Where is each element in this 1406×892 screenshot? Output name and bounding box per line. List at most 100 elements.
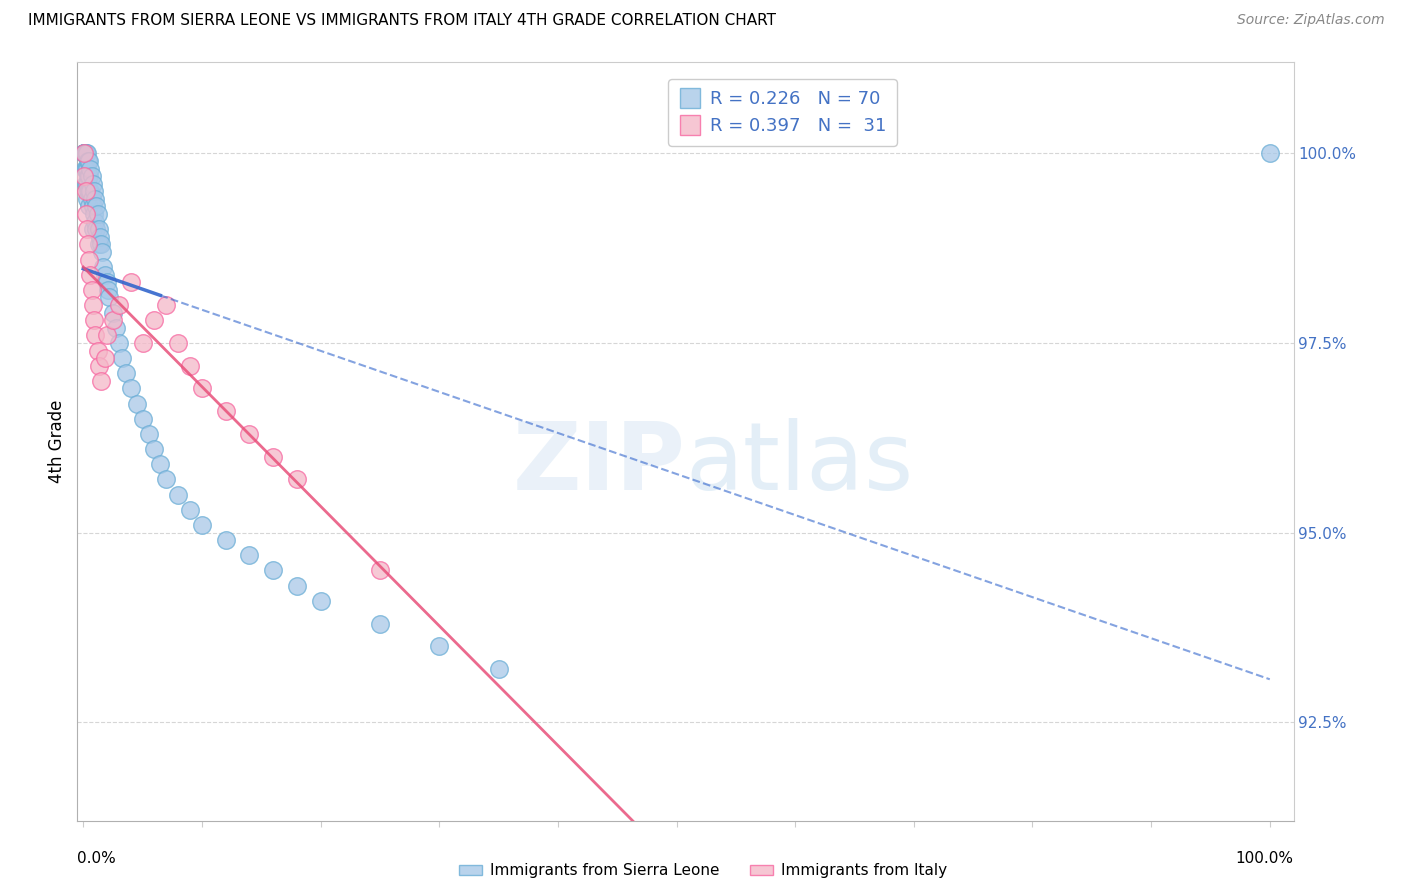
Point xyxy=(73,146,96,161)
Point xyxy=(77,154,100,169)
Point xyxy=(115,367,138,381)
Point xyxy=(75,185,97,199)
Point xyxy=(87,359,110,373)
Point xyxy=(83,207,105,221)
Text: IMMIGRANTS FROM SIERRA LEONE VS IMMIGRANTS FROM ITALY 4TH GRADE CORRELATION CHAR: IMMIGRANTS FROM SIERRA LEONE VS IMMIGRAN… xyxy=(28,13,776,29)
Point xyxy=(73,146,96,161)
Point xyxy=(368,564,391,578)
Point xyxy=(285,473,308,487)
Point xyxy=(77,237,100,252)
Legend: Immigrants from Sierra Leone, Immigrants from Italy: Immigrants from Sierra Leone, Immigrants… xyxy=(453,857,953,884)
Point xyxy=(73,169,96,184)
Point xyxy=(76,222,98,236)
Point xyxy=(427,640,450,654)
Point xyxy=(262,564,284,578)
Point xyxy=(77,252,100,267)
Point xyxy=(90,374,112,388)
Point xyxy=(76,192,98,206)
Point xyxy=(87,222,110,236)
Point xyxy=(138,427,160,442)
Y-axis label: 4th Grade: 4th Grade xyxy=(48,400,66,483)
Point xyxy=(75,177,97,191)
Point xyxy=(76,161,98,176)
Point xyxy=(108,298,131,312)
Point xyxy=(179,503,201,517)
Point xyxy=(191,518,214,533)
Point xyxy=(131,412,153,426)
Point xyxy=(73,146,96,161)
Point xyxy=(84,328,107,343)
Point xyxy=(93,260,115,275)
Point xyxy=(98,291,121,305)
Point xyxy=(79,268,101,282)
Text: ZIP: ZIP xyxy=(513,418,686,510)
Point xyxy=(80,283,103,297)
Point xyxy=(80,192,103,206)
Point xyxy=(488,662,510,676)
Point xyxy=(214,533,236,548)
Point xyxy=(155,473,177,487)
Point xyxy=(83,185,105,199)
Point xyxy=(96,276,118,290)
Point xyxy=(75,161,97,176)
Point xyxy=(285,579,308,593)
Point xyxy=(179,359,201,373)
Legend: R = 0.226   N = 70, R = 0.397   N =  31: R = 0.226 N = 70, R = 0.397 N = 31 xyxy=(668,79,897,145)
Point xyxy=(82,222,104,236)
Point xyxy=(125,397,148,411)
Point xyxy=(96,328,118,343)
Point xyxy=(86,343,108,358)
Point xyxy=(87,237,110,252)
Point xyxy=(155,298,177,312)
Point xyxy=(111,351,134,366)
Point xyxy=(120,276,142,290)
Point xyxy=(73,146,96,161)
Point xyxy=(79,185,101,199)
Text: atlas: atlas xyxy=(686,418,914,510)
Point xyxy=(73,146,96,161)
Point xyxy=(105,321,128,335)
Point xyxy=(82,298,104,312)
Point xyxy=(77,185,100,199)
Point xyxy=(77,185,100,199)
Point xyxy=(86,207,108,221)
Point xyxy=(143,442,166,457)
Point xyxy=(1258,146,1281,161)
Point xyxy=(77,169,100,184)
Point xyxy=(75,146,97,161)
Point xyxy=(214,404,236,418)
Point xyxy=(76,177,98,191)
Point xyxy=(86,222,108,236)
Point xyxy=(76,146,98,161)
Point xyxy=(143,313,166,327)
Point xyxy=(93,268,115,282)
Point xyxy=(73,146,96,161)
Point xyxy=(77,169,100,184)
Point xyxy=(91,245,114,260)
Point xyxy=(86,200,108,214)
Text: 0.0%: 0.0% xyxy=(77,851,117,866)
Point xyxy=(77,200,100,214)
Point xyxy=(82,200,104,214)
Point xyxy=(262,450,284,464)
Point xyxy=(167,488,190,502)
Point xyxy=(89,230,111,244)
Point xyxy=(82,177,104,191)
Point xyxy=(90,237,112,252)
Point xyxy=(84,215,107,229)
Point xyxy=(108,336,131,351)
Point xyxy=(238,549,260,563)
Point xyxy=(97,283,120,297)
Point xyxy=(77,154,100,169)
Point xyxy=(73,146,96,161)
Text: 100.0%: 100.0% xyxy=(1236,851,1294,866)
Point xyxy=(309,594,332,608)
Point xyxy=(191,382,214,396)
Point xyxy=(84,192,107,206)
Point xyxy=(368,616,391,631)
Point xyxy=(80,169,103,184)
Point xyxy=(75,207,97,221)
Point xyxy=(83,313,105,327)
Point xyxy=(93,351,115,366)
Point xyxy=(101,313,124,327)
